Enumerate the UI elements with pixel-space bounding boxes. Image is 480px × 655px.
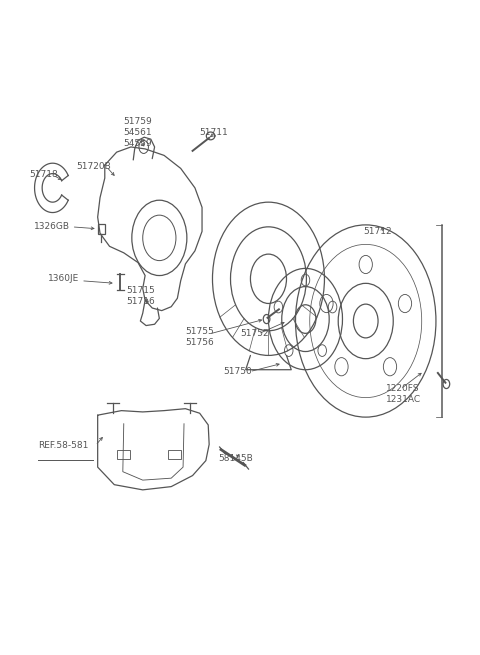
Text: 1220FS
1231AC: 1220FS 1231AC [386, 384, 421, 403]
Text: 51750: 51750 [223, 367, 252, 376]
FancyBboxPatch shape [168, 450, 181, 458]
Text: 51720B: 51720B [76, 162, 111, 171]
Text: 1360JE: 1360JE [48, 274, 79, 284]
Text: 51759
54561
54559: 51759 54561 54559 [124, 117, 153, 148]
Text: 51718: 51718 [29, 170, 58, 179]
Text: 58145B: 58145B [219, 454, 253, 463]
Text: REF.58-581: REF.58-581 [38, 441, 89, 450]
Text: 1326GB: 1326GB [34, 222, 70, 231]
Text: 51711: 51711 [200, 128, 228, 137]
Text: 51752: 51752 [240, 329, 269, 339]
Text: 51715
51716: 51715 51716 [126, 286, 155, 307]
FancyBboxPatch shape [117, 450, 130, 458]
FancyBboxPatch shape [97, 223, 105, 234]
Text: 51712: 51712 [363, 227, 392, 236]
Text: 51755
51756: 51755 51756 [185, 328, 214, 347]
